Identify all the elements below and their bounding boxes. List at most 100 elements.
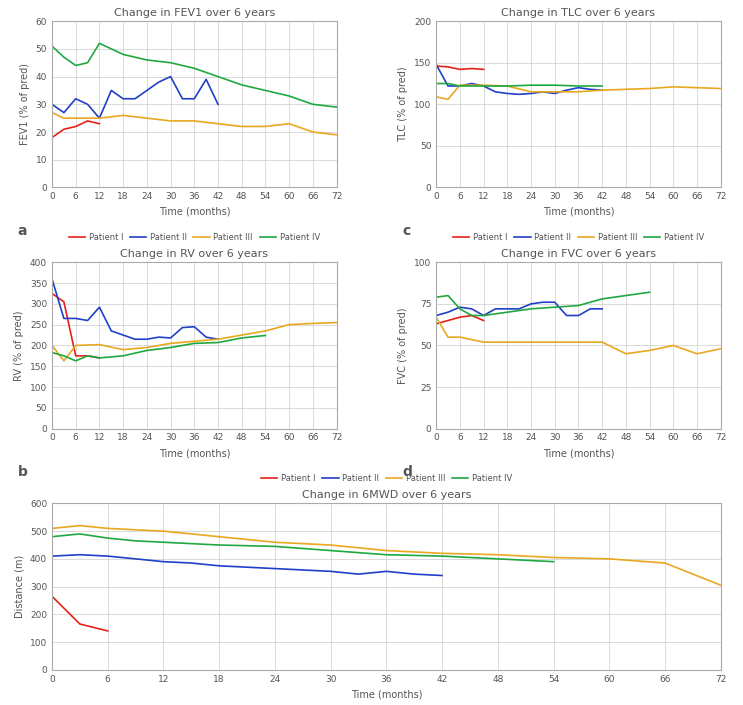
X-axis label: Time (months): Time (months)	[158, 207, 230, 217]
Patient III	[527, 87, 536, 96]
Patient III	[237, 122, 246, 130]
Patient II	[382, 567, 391, 575]
Line: Patient I: Patient I	[436, 66, 484, 69]
Y-axis label: FVC (% of pred): FVC (% of pred)	[398, 307, 409, 384]
Patient II	[438, 571, 447, 580]
Patient I	[455, 65, 464, 73]
Patient IV	[95, 354, 104, 362]
Patient II	[515, 90, 524, 99]
Patient III	[48, 524, 56, 532]
Patient III	[621, 350, 630, 358]
Patient III	[213, 119, 222, 128]
Patient IV	[645, 288, 654, 297]
Patient III	[661, 559, 669, 568]
Patient III	[692, 83, 701, 92]
Patient IV	[574, 82, 583, 90]
Patient II	[585, 305, 594, 313]
Text: b: b	[18, 465, 27, 479]
Patient III	[669, 341, 678, 350]
Patient I	[48, 592, 56, 601]
Patient IV	[261, 331, 270, 340]
Patient I	[467, 64, 476, 73]
Patient III	[621, 85, 630, 94]
Patient IV	[48, 532, 56, 541]
Patient II	[178, 94, 187, 103]
Patient II	[491, 305, 500, 313]
Line: Patient II: Patient II	[436, 64, 602, 94]
Patient III	[716, 581, 725, 589]
Patient III	[326, 541, 335, 549]
Line: Patient II: Patient II	[52, 555, 442, 575]
Patient III	[270, 538, 279, 546]
Y-axis label: RV (% of pred): RV (% of pred)	[14, 310, 25, 381]
Patient II	[574, 312, 583, 320]
Line: Patient IV: Patient IV	[52, 534, 554, 562]
Patient III	[716, 345, 725, 353]
Patient II	[76, 551, 85, 559]
Line: Patient IV: Patient IV	[436, 293, 649, 316]
Patient III	[332, 319, 341, 327]
Patient III	[143, 114, 152, 123]
Patient I	[467, 312, 476, 320]
Text: a: a	[18, 224, 27, 238]
Line: Patient II: Patient II	[52, 77, 218, 118]
Y-axis label: Distance (m): Distance (m)	[14, 555, 25, 618]
Patient IV	[59, 352, 68, 360]
Patient II	[455, 303, 464, 312]
Patient I	[59, 298, 68, 306]
Patient I	[76, 620, 85, 628]
Patient II	[189, 322, 198, 331]
Patient IV	[215, 541, 224, 549]
Patient II	[189, 94, 198, 103]
Patient III	[551, 87, 559, 96]
Patient III	[71, 341, 80, 350]
Patient IV	[479, 312, 488, 320]
Patient IV	[382, 551, 391, 559]
Patient II	[48, 552, 56, 560]
Patient II	[270, 564, 279, 572]
Patient III	[119, 345, 128, 354]
Patient III	[59, 357, 68, 365]
Patient II	[48, 275, 56, 283]
Line: Patient II: Patient II	[436, 302, 602, 316]
Patient II	[551, 298, 559, 307]
Patient IV	[83, 59, 92, 67]
Patient II	[527, 300, 536, 308]
Patient II	[48, 100, 56, 109]
Patient IV	[285, 92, 293, 100]
Patient III	[493, 551, 502, 559]
Patient IV	[270, 542, 279, 551]
Line: Patient III: Patient III	[52, 113, 337, 135]
Patient II	[455, 82, 464, 90]
Patient IV	[76, 529, 85, 538]
Patient I	[48, 133, 56, 142]
Patient III	[308, 128, 317, 136]
Patient III	[432, 313, 441, 321]
Patient III	[605, 555, 614, 563]
Patient III	[261, 326, 270, 335]
Patient II	[143, 86, 152, 94]
Patient I	[71, 122, 80, 130]
Line: Patient III: Patient III	[52, 526, 721, 585]
Patient II	[491, 87, 500, 96]
Patient IV	[438, 552, 447, 560]
Patient IV	[119, 352, 128, 360]
X-axis label: Time (months): Time (months)	[158, 448, 230, 458]
Patient IV	[551, 303, 559, 312]
Patient III	[444, 95, 452, 104]
Patient IV	[166, 343, 175, 352]
Patient III	[103, 524, 112, 532]
Patient III	[669, 82, 678, 91]
Patient IV	[493, 555, 502, 563]
Patient II	[539, 298, 548, 307]
Patient I	[48, 289, 56, 298]
Patient IV	[444, 291, 452, 300]
Patient IV	[332, 103, 341, 111]
Patient II	[432, 60, 441, 68]
Title: Change in TLC over 6 years: Change in TLC over 6 years	[502, 8, 655, 18]
Patient IV	[95, 39, 104, 47]
Patient III	[692, 350, 701, 358]
X-axis label: Time (months): Time (months)	[351, 689, 422, 699]
Patient II	[503, 305, 512, 313]
Patient II	[467, 79, 476, 87]
